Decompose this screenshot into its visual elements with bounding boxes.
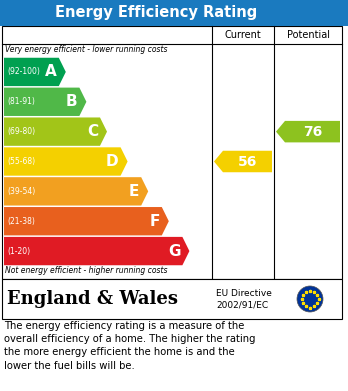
Text: Energy Efficiency Rating: Energy Efficiency Rating xyxy=(55,5,258,20)
Text: The energy efficiency rating is a measure of the
overall efficiency of a home. T: The energy efficiency rating is a measur… xyxy=(4,321,255,371)
Text: (92-100): (92-100) xyxy=(7,67,40,76)
Text: England & Wales: England & Wales xyxy=(7,290,178,308)
Polygon shape xyxy=(4,147,128,176)
Text: (55-68): (55-68) xyxy=(7,157,35,166)
Bar xyxy=(2,26,342,279)
Polygon shape xyxy=(214,151,272,172)
Text: F: F xyxy=(149,214,160,229)
Polygon shape xyxy=(4,237,189,265)
Text: 56: 56 xyxy=(238,154,257,169)
Text: (1-20): (1-20) xyxy=(7,247,30,256)
Circle shape xyxy=(297,286,323,312)
Text: A: A xyxy=(45,65,57,79)
Bar xyxy=(2,279,342,319)
Polygon shape xyxy=(4,207,169,235)
Text: (21-38): (21-38) xyxy=(7,217,35,226)
Polygon shape xyxy=(4,58,66,86)
Polygon shape xyxy=(4,117,107,146)
Text: Very energy efficient - lower running costs: Very energy efficient - lower running co… xyxy=(5,45,167,54)
Text: Potential: Potential xyxy=(286,30,330,40)
Bar xyxy=(0,0,348,26)
Text: (81-91): (81-91) xyxy=(7,97,35,106)
Text: (39-54): (39-54) xyxy=(7,187,35,196)
Polygon shape xyxy=(4,88,86,116)
Text: (69-80): (69-80) xyxy=(7,127,35,136)
Text: Not energy efficient - higher running costs: Not energy efficient - higher running co… xyxy=(5,266,167,275)
Text: D: D xyxy=(106,154,119,169)
Polygon shape xyxy=(276,121,340,142)
Text: Current: Current xyxy=(224,30,261,40)
Text: 76: 76 xyxy=(303,125,322,139)
Text: B: B xyxy=(66,94,77,109)
Text: 2002/91/EC: 2002/91/EC xyxy=(216,301,268,310)
Text: G: G xyxy=(168,244,180,258)
Text: EU Directive: EU Directive xyxy=(216,289,272,298)
Text: E: E xyxy=(129,184,139,199)
Text: C: C xyxy=(87,124,98,139)
Polygon shape xyxy=(4,177,148,206)
